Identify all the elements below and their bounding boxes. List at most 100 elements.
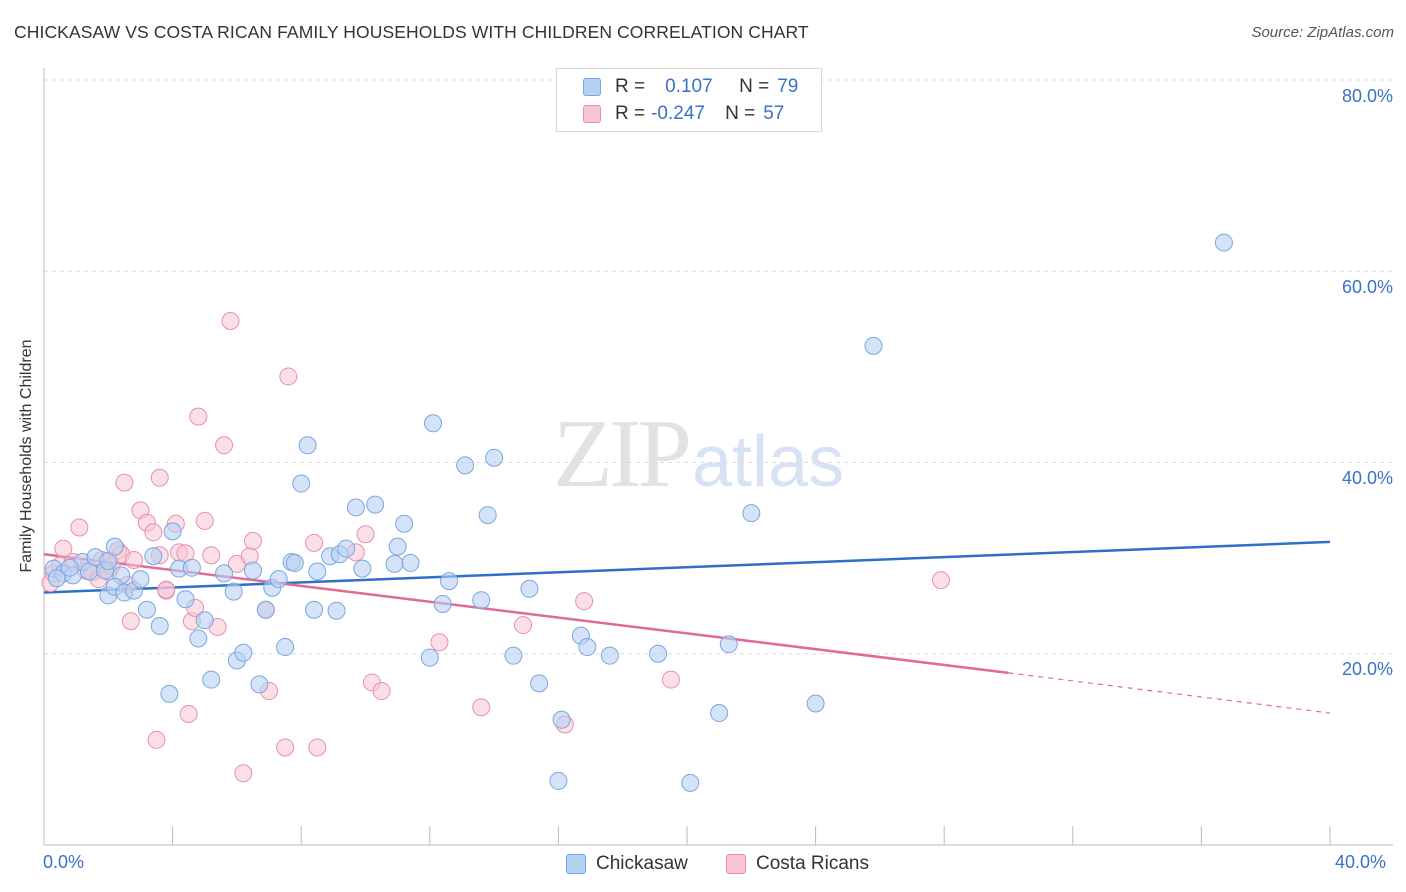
point-chickasaw [137,600,156,619]
point-costa-ricans [157,580,176,599]
point-costa-ricans [125,551,144,570]
point-chickasaw [269,570,288,589]
legend-swatch-chickasaw [583,78,601,96]
point-chickasaw [520,579,539,598]
point-costa-ricans [472,698,491,717]
point-chickasaw [144,547,163,566]
point-costa-ricans [54,539,73,558]
point-costa-ricans [372,682,391,701]
point-costa-ricans [189,407,208,426]
legend-n-label: N = [725,103,756,124]
point-costa-ricans [279,367,298,386]
point-costa-ricans [308,738,327,757]
point-chickasaw [276,638,295,657]
point-chickasaw [472,591,491,610]
point-costa-ricans [147,730,166,749]
stats-legend: R = 0.107 N = 79 R = -0.247 N = 57 [556,68,822,132]
point-costa-ricans [202,546,221,565]
legend-n-value: 57 [763,103,785,124]
point-chickasaw [150,617,169,636]
point-chickasaw [298,436,317,455]
legend-r-value: 0.107 [665,76,713,97]
watermark-zip: ZIP [553,400,692,508]
point-chickasaw [346,498,365,517]
point-costa-ricans [931,571,950,590]
legend-r-label: R = [615,76,646,97]
point-chickasaw [105,537,124,556]
point-chickasaw [224,582,243,601]
point-chickasaw [234,643,253,662]
point-chickasaw [47,569,66,588]
point-costa-ricans [661,670,680,689]
legend-r-label: R = [615,103,646,124]
point-chickasaw [256,600,275,619]
point-chickasaw [163,522,182,541]
point-chickasaw [578,638,597,657]
x-tick-label-max: 40.0% [1335,852,1387,872]
point-chickasaw [366,495,385,514]
point-chickasaw [60,558,79,577]
bottom-legend-label-costa-ricans: Costa Ricans [756,853,869,874]
point-chickasaw [1214,233,1233,252]
point-chickasaw [530,674,549,693]
point-costa-ricans [179,704,198,723]
point-chickasaw [385,554,404,573]
point-costa-ricans [305,533,324,552]
point-costa-ricans [115,473,134,492]
point-chickasaw [478,506,497,525]
watermark: ZIPatlas [553,398,844,510]
point-costa-ricans [276,738,295,757]
bottom-legend-swatch-costa-ricans [726,854,746,874]
point-chickasaw [549,771,568,790]
x-tick-label-min: 0.0% [43,852,85,872]
point-costa-ricans [575,592,594,611]
point-costa-ricans [356,525,375,544]
legend-row-costa-ricans: R = -0.247 N = 57 [583,102,784,126]
point-chickasaw [215,564,234,583]
point-chickasaw [424,414,443,433]
point-chickasaw [305,600,324,619]
point-chickasaw [160,684,179,703]
legend-row-chickasaw: R = 0.107 N = 79 [583,75,798,99]
point-chickasaw [337,539,356,558]
point-chickasaw [742,504,761,523]
axes [43,68,1393,846]
trend-line-costa-ricans [43,553,1009,675]
point-chickasaw [864,336,883,355]
trend-lines [43,540,1331,714]
trend-line-chickasaw [43,540,1331,594]
series-chickasaw-points [44,233,1233,792]
point-chickasaw [327,601,346,620]
point-chickasaw [600,646,619,665]
bottom-legend-label-chickasaw: Chickasaw [596,853,688,874]
point-costa-ricans [430,633,449,652]
point-chickasaw [719,635,738,654]
legend-n-label: N = [739,76,770,97]
legend-r-value: -0.247 [651,103,705,124]
point-chickasaw [243,561,262,580]
point-chickasaw [308,562,327,581]
point-costa-ricans [221,311,240,330]
chart-title: CHICKASAW VS COSTA RICAN FAMILY HOUSEHOL… [14,22,809,42]
point-costa-ricans [150,468,169,487]
point-costa-ricans [234,764,253,783]
point-chickasaw [176,590,195,609]
point-chickasaw [131,570,150,589]
bottom-legend-costa-ricans: Costa Ricans [726,852,869,876]
point-chickasaw [388,537,407,556]
point-chickasaw [202,670,221,689]
point-costa-ricans [215,436,234,455]
point-chickasaw [420,648,439,667]
y-axis-label: Family Households with Children [18,339,35,573]
point-chickasaw [504,646,523,665]
point-costa-ricans [514,616,533,635]
point-chickasaw [649,644,668,663]
point-chickasaw [395,514,414,533]
point-costa-ricans [144,523,163,542]
trend-line-costa-ricans-extension [1008,672,1331,714]
point-chickasaw [806,694,825,713]
point-costa-ricans [70,518,89,537]
point-chickasaw [182,558,201,577]
point-chickasaw [552,710,571,729]
